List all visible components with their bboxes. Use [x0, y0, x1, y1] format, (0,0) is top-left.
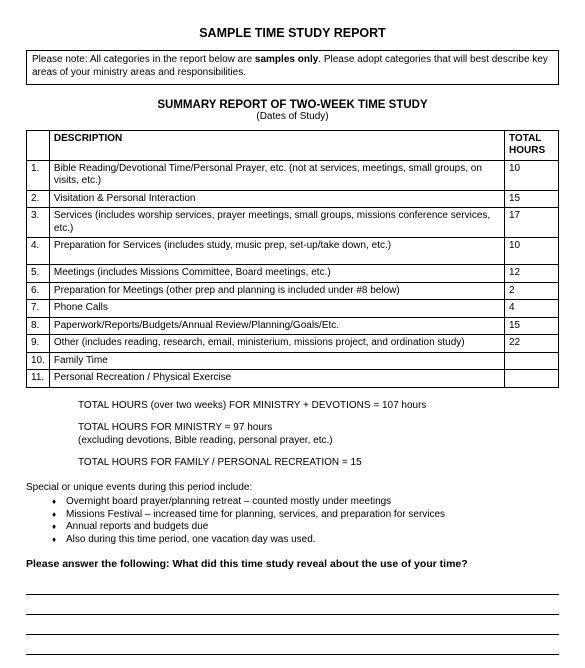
total-ministry-devotions: TOTAL HOURS (over two weeks) FOR MINISTR… — [78, 400, 559, 413]
table-row: 10.Family Time — [27, 352, 559, 370]
table-header-row: DESCRIPTION TOTAL HOURS — [27, 130, 559, 160]
total-family-recreation: TOTAL HOURS FOR FAMILY / PERSONAL RECREA… — [78, 457, 559, 470]
row-description: Personal Recreation / Physical Exercise — [49, 370, 504, 388]
table-row: 5.Meetings (includes Missions Committee,… — [27, 265, 559, 283]
row-number: 5. — [27, 265, 50, 283]
summary-subtitle: SUMMARY REPORT OF TWO-WEEK TIME STUDY — [26, 99, 559, 111]
reflection-question: Please answer the following: What did th… — [26, 558, 559, 570]
header-description: DESCRIPTION — [49, 130, 504, 160]
row-hours: 15 — [505, 190, 559, 208]
row-number: 1. — [27, 160, 50, 190]
row-hours: 4 — [505, 300, 559, 318]
dates-of-study: (Dates of Study) — [26, 111, 559, 122]
note-prefix: Please note: All categories in the repor… — [32, 54, 255, 65]
special-list: Overnight board prayer/planning retreat … — [26, 496, 559, 546]
note-box: Please note: All categories in the repor… — [26, 50, 559, 85]
special-item: Also during this time period, one vacati… — [66, 534, 559, 547]
table-row: 9.Other (includes reading, research, ema… — [27, 335, 559, 353]
row-description: Services (includes worship services, pra… — [49, 208, 504, 238]
header-blank — [27, 130, 50, 160]
row-number: 2. — [27, 190, 50, 208]
row-hours: 2 — [505, 282, 559, 300]
table-row: 6.Preparation for Meetings (other prep a… — [27, 282, 559, 300]
row-hours — [505, 370, 559, 388]
table-row: 2.Visitation & Personal Interaction15 — [27, 190, 559, 208]
answer-line — [26, 598, 559, 615]
report-title: SAMPLE TIME STUDY REPORT — [26, 26, 559, 40]
row-description: Other (includes reading, research, email… — [49, 335, 504, 353]
row-description: Meetings (includes Missions Committee, B… — [49, 265, 504, 283]
totals-block: TOTAL HOURS (over two weeks) FOR MINISTR… — [78, 400, 559, 470]
row-hours: 12 — [505, 265, 559, 283]
row-hours: 10 — [505, 160, 559, 190]
row-hours: 15 — [505, 317, 559, 335]
table-row: 4.Preparation for Services (includes stu… — [27, 238, 559, 265]
total-ministry-value: TOTAL HOURS FOR MINISTRY = 97 hours — [78, 422, 272, 433]
header-total-hours: TOTAL HOURS — [505, 130, 559, 160]
row-number: 7. — [27, 300, 50, 318]
row-description: Visitation & Personal Interaction — [49, 190, 504, 208]
special-label: Special or unique events during this per… — [26, 482, 559, 495]
row-number: 3. — [27, 208, 50, 238]
special-item: Missions Festival – increased time for p… — [66, 509, 559, 522]
summary-table: DESCRIPTION TOTAL HOURS 1.Bible Reading/… — [26, 130, 559, 388]
answer-line — [26, 618, 559, 635]
answer-lines — [26, 578, 559, 655]
row-description: Preparation for Services (includes study… — [49, 238, 504, 265]
total-ministry: TOTAL HOURS FOR MINISTRY = 97 hours (exc… — [78, 422, 559, 447]
document-page: SAMPLE TIME STUDY REPORT Please note: Al… — [0, 0, 585, 668]
row-description: Family Time — [49, 352, 504, 370]
table-row: 8.Paperwork/Reports/Budgets/Annual Revie… — [27, 317, 559, 335]
row-number: 11. — [27, 370, 50, 388]
table-row: 1.Bible Reading/Devotional Time/Personal… — [27, 160, 559, 190]
row-description: Preparation for Meetings (other prep and… — [49, 282, 504, 300]
total-ministry-note: (excluding devotions, Bible reading, per… — [78, 435, 333, 446]
row-number: 6. — [27, 282, 50, 300]
note-bold: samples only — [255, 54, 318, 65]
table-row: 7.Phone Calls4 — [27, 300, 559, 318]
table-row: 3.Services (includes worship services, p… — [27, 208, 559, 238]
row-number: 10. — [27, 352, 50, 370]
special-events: Special or unique events during this per… — [26, 482, 559, 547]
row-number: 4. — [27, 238, 50, 265]
row-hours: 22 — [505, 335, 559, 353]
row-hours: 17 — [505, 208, 559, 238]
special-item: Overnight board prayer/planning retreat … — [66, 496, 559, 509]
row-description: Paperwork/Reports/Budgets/Annual Review/… — [49, 317, 504, 335]
row-description: Phone Calls — [49, 300, 504, 318]
table-row: 11.Personal Recreation / Physical Exerci… — [27, 370, 559, 388]
row-hours — [505, 352, 559, 370]
row-number: 8. — [27, 317, 50, 335]
special-item: Annual reports and budgets due — [66, 521, 559, 534]
row-description: Bible Reading/Devotional Time/Personal P… — [49, 160, 504, 190]
row-number: 9. — [27, 335, 50, 353]
row-hours: 10 — [505, 238, 559, 265]
answer-line — [26, 578, 559, 595]
